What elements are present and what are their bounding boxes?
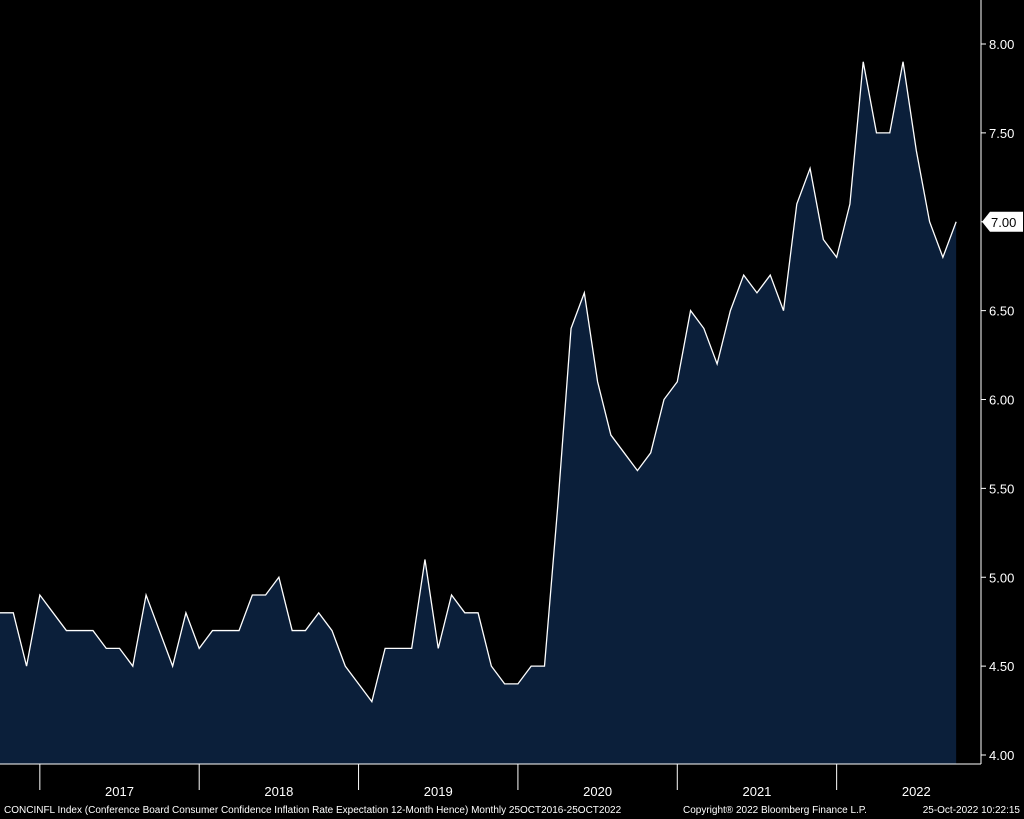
last-value-label: 7.00 <box>991 215 1016 230</box>
series-area <box>0 61 957 764</box>
y-tick-label: 6.50 <box>989 304 1014 319</box>
y-tick-label: 6.00 <box>989 393 1014 408</box>
y-tick-label: 7.50 <box>989 126 1014 141</box>
x-tick-label: 2020 <box>583 784 612 799</box>
x-tick-label: 2021 <box>742 784 771 799</box>
y-tick-label: 4.50 <box>989 659 1014 674</box>
x-tick-label: 2022 <box>902 784 931 799</box>
footer-source: CONCINFL Index (Conference Board Consume… <box>4 805 622 816</box>
x-tick-label: 2018 <box>264 784 293 799</box>
y-tick-label: 5.00 <box>989 570 1014 585</box>
plot-area <box>0 61 957 764</box>
x-tick-label: 2019 <box>424 784 453 799</box>
series-line <box>0 61 957 704</box>
x-tick-label: 2017 <box>105 784 134 799</box>
x-axis-ticks: 2017 2018 2019 2020 2021 2022 <box>39 764 931 799</box>
y-tick-label: 5.50 <box>989 481 1014 496</box>
footer-timestamp: 25-Oct-2022 10:22:15 <box>923 805 1021 816</box>
last-value-badge: 7.00 <box>982 211 1023 232</box>
y-tick-label: 8.00 <box>989 37 1014 52</box>
y-tick-label: 4.00 <box>989 748 1014 763</box>
footer-copyright: Copyright® 2022 Bloomberg Finance L.P. <box>683 805 867 816</box>
last-value-badge-shape <box>982 211 1023 232</box>
